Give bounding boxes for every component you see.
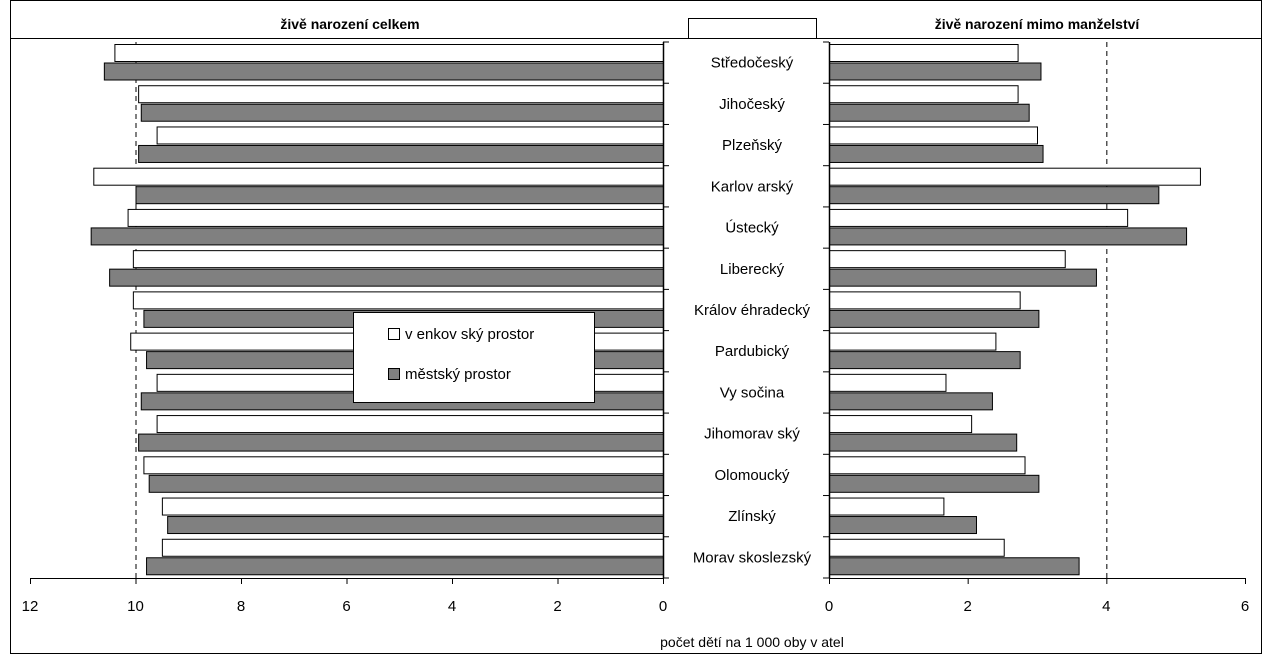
bar-rural [829,497,945,516]
tick-label: 4 [1102,598,1110,615]
legend-label: městský prostor [405,366,511,383]
bar-rural [829,250,1066,269]
outer-frame [10,0,1262,654]
bar-urban [829,392,993,411]
bar-rural [829,373,947,392]
tick-label: 0 [659,598,667,615]
bar-urban [135,186,664,205]
category-label: Středočeský [711,55,794,72]
bar-rural [127,208,664,227]
bar-urban [148,474,664,493]
bar-urban [146,557,665,576]
bar-urban [829,516,977,535]
bar-rural [114,44,664,62]
tick-label: 6 [1241,598,1249,615]
bar-rural [132,291,665,310]
tick-label: 8 [237,598,245,615]
bar-rural [829,332,997,351]
bar-urban [829,144,1044,163]
category-label: Vy sočina [720,384,785,401]
bar-rural [156,415,664,434]
bar-urban [829,474,1040,493]
category-label: Ústecký [725,220,779,237]
legend: v enkov ský prostor městský prostor [353,312,595,403]
left-chart-title: živě narození celkem [280,16,419,32]
bar-rural [829,167,1201,186]
tick-label: 2 [553,598,561,615]
category-label: Olomoucký [714,467,790,484]
bar-urban [138,144,664,163]
bar-urban [829,309,1040,328]
bar-urban [90,227,665,246]
bar-rural [829,208,1129,227]
category-label: Liberecký [720,261,785,278]
legend-swatch [388,328,400,340]
bar-urban [829,351,1021,370]
tick-label: 2 [963,598,971,615]
title-bar [10,0,1262,654]
legend-label: v enkov ský prostor [405,326,534,343]
bar-urban [829,62,1042,81]
category-label: Králov éhradecký [694,302,810,319]
category-label: Jihomorav ský [704,426,800,443]
bar-rural [132,250,665,269]
bar-rural [829,456,1026,475]
category-label: Karlov arský [711,178,794,195]
tick-label: 12 [22,598,39,615]
bar-rural [829,44,1019,62]
category-label: Morav skoslezský [693,549,812,566]
tick-label: 10 [127,598,144,615]
bar-urban [138,433,664,452]
bar-rural [829,415,973,434]
bar-urban [109,268,664,287]
bar-rural [829,538,1005,557]
right-plot-area: 0 2 4 6 [823,41,1249,615]
category-label: Plzeňský [722,137,783,154]
category-label: Pardubický [715,343,790,360]
bar-urban [829,227,1188,246]
tick-label: 4 [448,598,456,615]
bar-urban [829,103,1030,122]
bar-rural [93,167,665,186]
bar-rural [161,538,664,557]
bar-urban [140,103,664,122]
bar-urban [103,62,665,81]
category-label: Jihočeský [719,96,785,113]
bar-rural [161,497,664,516]
category-labels: Středočeský Jihočeský Plzeňský Karlov arský… [693,55,812,567]
bar-rural [829,126,1038,145]
bar-urban [829,433,1018,452]
x-axis-label: počet dětí na 1 000 oby v atel [660,634,844,650]
bar-urban [829,557,1080,576]
left-plot-area: 0 2 4 6 8 10 12 [22,41,669,615]
bar-rural [156,126,664,145]
bar-urban [829,186,1160,205]
bar-urban [829,268,1097,287]
tick-label: 6 [342,598,350,615]
legend-swatch [388,368,400,380]
right-chart-title: živě narození mimo manželství [935,16,1141,32]
category-label: Zlínský [728,508,776,525]
bar-rural [143,456,665,475]
legend-box [353,312,595,403]
bar-rural [829,85,1019,104]
bar-urban [167,516,664,535]
bar-rural [138,85,664,104]
bar-rural [829,291,1021,310]
tick-label: 0 [825,598,833,615]
